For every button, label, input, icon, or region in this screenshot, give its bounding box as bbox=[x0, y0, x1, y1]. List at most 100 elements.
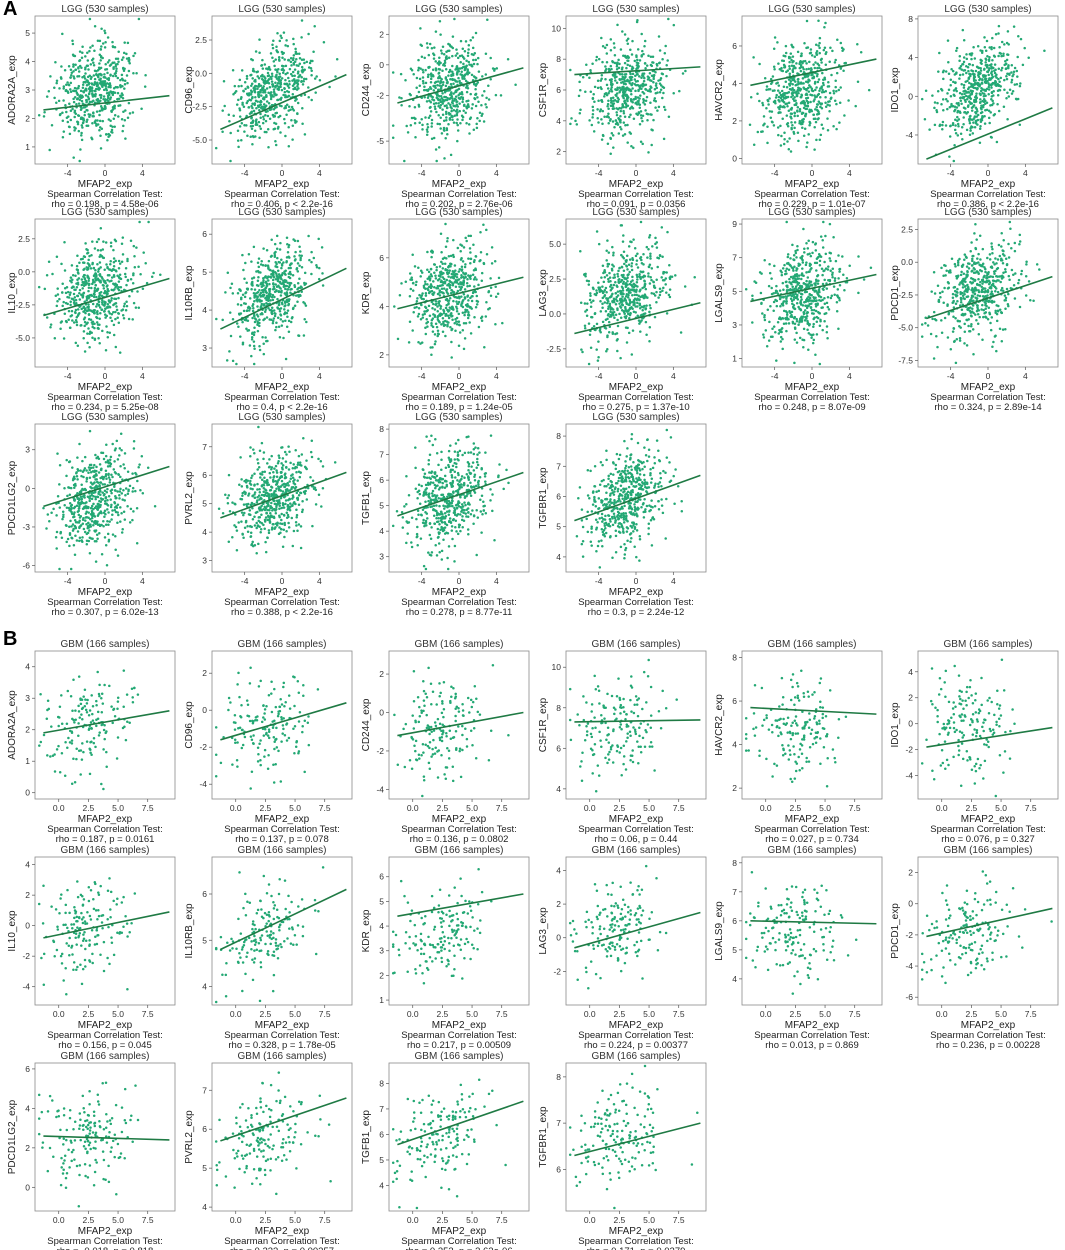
data-point bbox=[240, 95, 243, 99]
data-point bbox=[268, 292, 272, 296]
data-point bbox=[83, 276, 86, 280]
data-point bbox=[76, 120, 80, 124]
data-point bbox=[236, 129, 240, 133]
data-point bbox=[941, 123, 944, 127]
data-point bbox=[128, 112, 132, 115]
data-point bbox=[452, 92, 455, 95]
data-point bbox=[808, 120, 811, 124]
data-point bbox=[449, 82, 453, 86]
data-point bbox=[437, 67, 441, 71]
data-point bbox=[790, 127, 793, 131]
data-point bbox=[439, 86, 443, 90]
data-point bbox=[260, 285, 264, 289]
data-point bbox=[270, 306, 274, 309]
data-point bbox=[444, 95, 448, 99]
data-point bbox=[87, 289, 90, 293]
data-point bbox=[64, 291, 68, 295]
data-point bbox=[302, 77, 306, 81]
data-point bbox=[298, 245, 301, 248]
data-point bbox=[955, 89, 958, 93]
data-point bbox=[274, 86, 277, 89]
data-point bbox=[448, 68, 452, 72]
data-point bbox=[838, 101, 842, 105]
data-point bbox=[434, 30, 438, 33]
data-point bbox=[277, 68, 280, 71]
data-point bbox=[72, 301, 76, 305]
data-point bbox=[273, 287, 276, 290]
data-point bbox=[69, 300, 72, 303]
data-point bbox=[144, 262, 147, 265]
data-point bbox=[89, 46, 92, 49]
data-point bbox=[820, 102, 824, 105]
data-point bbox=[998, 80, 1001, 83]
data-point bbox=[94, 119, 97, 122]
data-point bbox=[91, 310, 94, 314]
data-point bbox=[261, 97, 265, 101]
data-point bbox=[93, 322, 96, 325]
data-point bbox=[261, 75, 264, 78]
data-point bbox=[55, 101, 58, 105]
data-point bbox=[87, 258, 90, 262]
y-tick-label: 2 bbox=[556, 147, 561, 157]
data-point bbox=[126, 81, 129, 85]
data-point bbox=[856, 80, 860, 83]
data-point bbox=[243, 277, 246, 281]
data-point bbox=[610, 80, 613, 83]
data-point bbox=[983, 45, 987, 49]
data-point bbox=[997, 67, 1001, 70]
data-point bbox=[815, 105, 818, 109]
data-point bbox=[1023, 46, 1026, 50]
data-point bbox=[447, 303, 450, 306]
data-point bbox=[424, 332, 428, 336]
data-point bbox=[661, 57, 664, 61]
data-point bbox=[235, 322, 239, 325]
data-point bbox=[626, 37, 630, 41]
data-point bbox=[596, 117, 599, 120]
data-point bbox=[448, 118, 452, 121]
data-point bbox=[822, 90, 826, 94]
data-point bbox=[452, 255, 455, 259]
data-point bbox=[275, 105, 278, 109]
data-point bbox=[80, 131, 83, 135]
data-point bbox=[259, 89, 263, 92]
data-point bbox=[103, 46, 107, 49]
data-point bbox=[766, 125, 769, 129]
data-point bbox=[317, 277, 321, 281]
data-point bbox=[74, 63, 77, 67]
data-point bbox=[775, 93, 778, 97]
data-point bbox=[87, 283, 91, 287]
data-point bbox=[635, 112, 638, 116]
data-point bbox=[262, 115, 265, 118]
data-point bbox=[983, 122, 987, 125]
data-point bbox=[807, 133, 810, 136]
stat-caption: rho = 0.091, p = 0.0356 bbox=[587, 199, 686, 210]
data-point bbox=[867, 88, 871, 92]
data-point bbox=[641, 119, 644, 123]
data-point bbox=[619, 125, 622, 129]
data-point bbox=[469, 332, 473, 335]
data-point bbox=[454, 90, 458, 94]
data-point bbox=[98, 113, 101, 117]
data-point bbox=[254, 78, 257, 82]
data-point bbox=[250, 332, 254, 335]
data-point bbox=[291, 124, 295, 127]
data-point bbox=[260, 259, 263, 263]
data-point bbox=[461, 329, 465, 332]
data-point bbox=[429, 87, 433, 90]
data-point bbox=[257, 257, 261, 260]
data-point bbox=[87, 113, 90, 116]
data-point bbox=[112, 117, 116, 120]
x-tick-label: 4 bbox=[847, 168, 852, 178]
data-point bbox=[247, 328, 251, 332]
data-point bbox=[472, 75, 476, 78]
data-point bbox=[75, 285, 79, 289]
data-point bbox=[411, 281, 415, 285]
data-point bbox=[417, 68, 420, 72]
data-point bbox=[800, 119, 804, 123]
data-point bbox=[820, 85, 823, 88]
data-point bbox=[106, 292, 109, 296]
data-point bbox=[681, 72, 685, 75]
data-point bbox=[482, 223, 485, 227]
data-point bbox=[81, 294, 84, 298]
data-point bbox=[438, 320, 441, 324]
